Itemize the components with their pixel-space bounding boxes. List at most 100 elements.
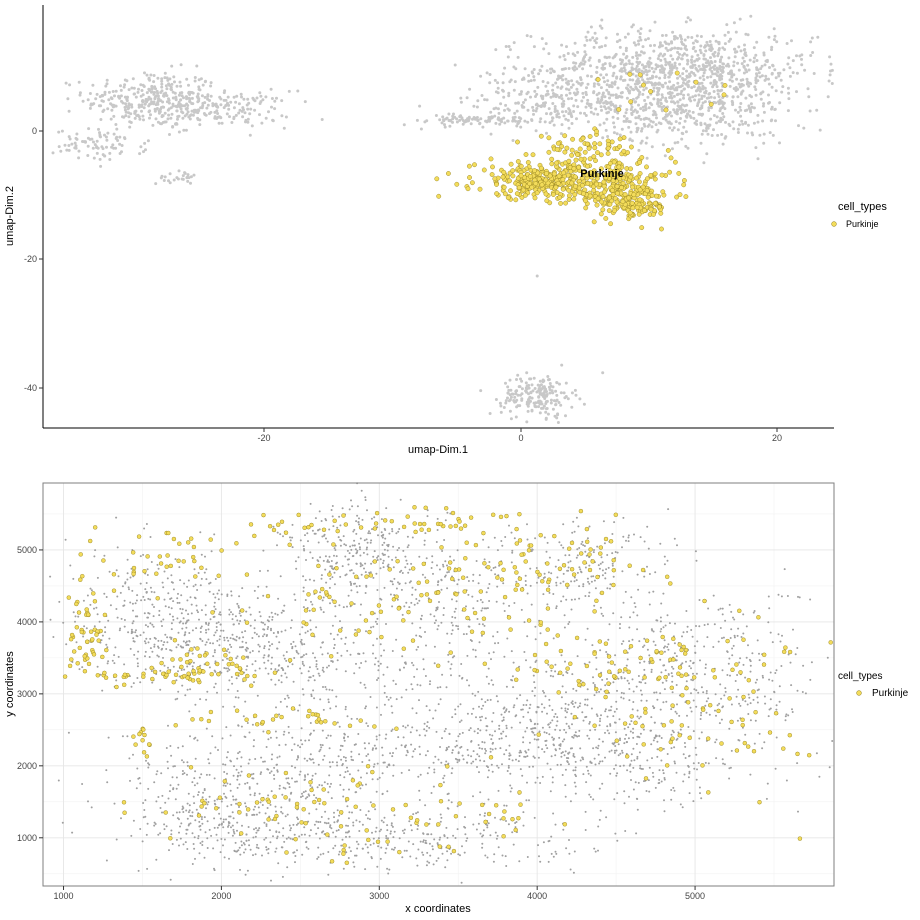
umap-cell-point bbox=[742, 64, 746, 68]
umap-cell-point bbox=[621, 79, 625, 82]
umap-cell-point bbox=[575, 117, 578, 121]
spatial-cell-point bbox=[338, 515, 341, 518]
umap-points-layer bbox=[51, 14, 834, 424]
spatial-cell-point bbox=[326, 559, 329, 562]
spatial-cell-point bbox=[72, 577, 75, 580]
umap-cell-point bbox=[732, 60, 736, 64]
spatial-cell-point bbox=[329, 577, 332, 580]
spatial-cell-point bbox=[251, 650, 254, 652]
umap-cell-point bbox=[557, 115, 561, 119]
umap-cell-point bbox=[661, 95, 665, 99]
spatial-cell-point bbox=[277, 679, 280, 682]
umap-purkinje-point bbox=[611, 159, 617, 165]
umap-cell-point bbox=[202, 112, 206, 115]
spatial-cell-point bbox=[330, 565, 333, 568]
umap-cell-point bbox=[611, 74, 615, 78]
umap-cell-point bbox=[664, 99, 668, 102]
spatial-cell-point bbox=[451, 767, 454, 770]
umap-purkinje-point bbox=[606, 195, 612, 201]
umap-cell-point bbox=[67, 148, 71, 152]
umap-cell-point bbox=[264, 116, 268, 120]
spatial-cell-point bbox=[423, 728, 426, 731]
spatial-cell-point bbox=[590, 707, 593, 710]
umap-cell-point bbox=[594, 107, 598, 111]
spatial-cell-point bbox=[309, 829, 312, 832]
umap-cell-point bbox=[656, 99, 660, 103]
spatial-cell-point bbox=[457, 735, 460, 738]
umap-cell-point bbox=[168, 172, 172, 176]
spatial-cell-point bbox=[385, 695, 388, 698]
spatial-cell-point bbox=[290, 643, 293, 645]
spatial-cell-point bbox=[197, 791, 200, 794]
umap-cell-point bbox=[209, 94, 213, 98]
spatial-cell-point bbox=[306, 759, 309, 762]
umap-cell-point bbox=[635, 126, 639, 130]
umap-cell-point bbox=[160, 85, 164, 89]
umap-cell-point bbox=[624, 111, 628, 115]
spatial-cell-point bbox=[299, 667, 302, 670]
umap-cell-point bbox=[549, 71, 553, 75]
spatial-cell-point bbox=[205, 807, 207, 810]
umap-cell-point bbox=[734, 108, 737, 112]
umap-purkinje-point bbox=[627, 71, 633, 77]
umap-cell-point bbox=[657, 121, 661, 125]
spatial-cell-point bbox=[321, 669, 324, 672]
spatial-cell-point bbox=[374, 657, 377, 660]
spatial-cell-point bbox=[372, 842, 375, 845]
umap-cell-point bbox=[185, 97, 189, 101]
spatial-cell-point bbox=[243, 619, 246, 622]
spatial-cell-point bbox=[263, 647, 266, 650]
spatial-cell-point bbox=[499, 818, 502, 821]
umap-cell-point bbox=[600, 26, 604, 30]
umap-cell-point bbox=[564, 110, 568, 113]
umap-cell-point bbox=[280, 99, 284, 103]
spatial-cell-point bbox=[380, 518, 383, 521]
umap-purkinje-point bbox=[534, 190, 540, 196]
umap-purkinje-point bbox=[665, 147, 671, 153]
spatial-cell-point bbox=[255, 831, 258, 834]
umap-cell-point bbox=[549, 401, 553, 405]
spatial-cell-point bbox=[322, 758, 325, 761]
umap-cell-point bbox=[707, 96, 711, 100]
spatial-cell-point bbox=[329, 824, 332, 827]
umap-cell-point bbox=[89, 102, 93, 106]
umap-cell-point bbox=[652, 97, 656, 101]
umap-cell-point bbox=[615, 40, 619, 44]
umap-purkinje-point bbox=[539, 182, 545, 188]
umap-cell-point bbox=[614, 96, 618, 99]
spatial-cell-point bbox=[244, 782, 247, 785]
umap-purkinje-point bbox=[629, 144, 634, 150]
umap-cell-point bbox=[750, 95, 753, 99]
spatial-cell-point bbox=[383, 541, 386, 544]
umap-purkinje-point bbox=[599, 199, 605, 205]
spatial-cell-point bbox=[371, 528, 373, 531]
spatial-cell-point bbox=[58, 600, 61, 603]
umap-purkinje-point bbox=[597, 141, 603, 147]
umap-cell-point bbox=[731, 103, 735, 107]
spatial-cell-point bbox=[414, 748, 416, 751]
umap-cell-point bbox=[612, 121, 616, 125]
umap-cell-point bbox=[175, 84, 179, 88]
spatial-cell-point bbox=[180, 594, 183, 597]
umap-cell-point bbox=[242, 97, 246, 101]
umap-cell-point bbox=[234, 100, 238, 104]
spatial-cell-point bbox=[447, 799, 450, 802]
spatial-cell-point bbox=[424, 804, 427, 807]
umap-cell-point bbox=[744, 121, 747, 125]
umap-cell-point bbox=[114, 146, 118, 150]
spatial-cell-point bbox=[162, 643, 165, 646]
umap-cell-point bbox=[514, 101, 518, 105]
spatial-cell-point bbox=[229, 789, 232, 792]
spatial-cell-point bbox=[286, 705, 288, 708]
umap-purkinje-point bbox=[551, 192, 556, 197]
spatial-cell-point bbox=[378, 830, 381, 833]
spatial-cell-point bbox=[320, 574, 323, 577]
spatial-cell-point bbox=[382, 559, 385, 562]
umap-cell-point bbox=[676, 50, 680, 54]
umap-purkinje-point bbox=[617, 144, 622, 149]
spatial-cell-point bbox=[278, 713, 281, 716]
umap-cell-point bbox=[718, 75, 722, 79]
umap-cell-point bbox=[761, 119, 765, 123]
umap-cell-point bbox=[618, 45, 622, 49]
umap-cell-point bbox=[732, 64, 736, 68]
